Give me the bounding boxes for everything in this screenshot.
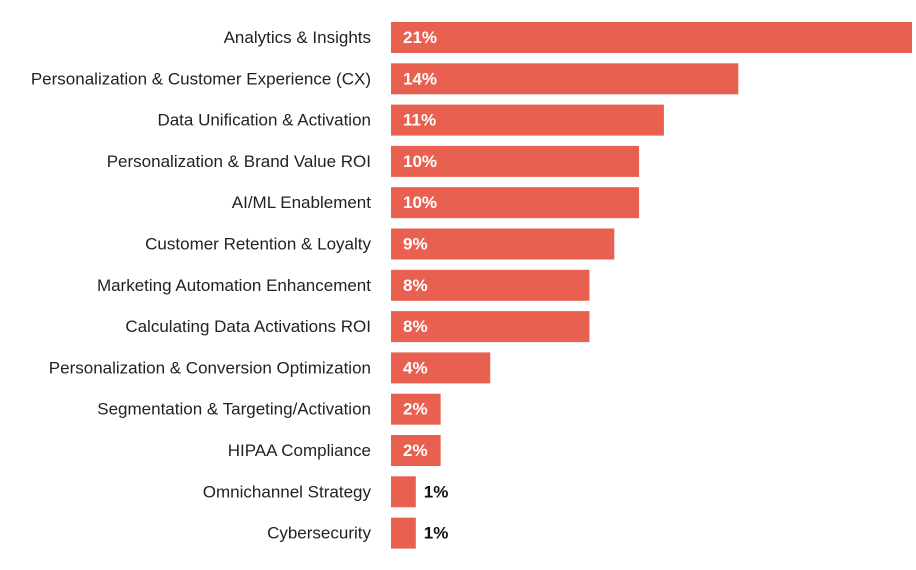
bar-row: Data Unification & Activation 11% [157, 104, 664, 136]
category-label: Omnichannel Strategy [203, 482, 372, 501]
value-label: 2% [403, 400, 428, 419]
plot-area: Analytics & Insights 21% Personalization &… [31, 22, 912, 549]
category-label: Personalization & Customer Experience (C… [31, 69, 371, 88]
bar [391, 311, 590, 343]
value-label: 8% [403, 276, 428, 295]
bar-row: Segmentation & Targeting/Activation 2% [97, 393, 441, 425]
bar-row: Omnichannel Strategy 1% [203, 476, 449, 508]
bar-row: Analytics & Insights 21% [224, 22, 912, 53]
value-label: 2% [403, 441, 428, 460]
bar-row: Personalization & Customer Experience (C… [31, 63, 739, 95]
category-label: Data Unification & Activation [157, 111, 371, 130]
bar [391, 393, 441, 425]
value-label: 10% [403, 152, 437, 171]
bar [391, 352, 491, 384]
bar [391, 435, 441, 466]
bar-row: AI/ML Enablement 10% [232, 187, 640, 219]
category-label: Cybersecurity [267, 524, 371, 543]
bar [391, 104, 664, 136]
value-label: 21% [403, 28, 437, 47]
bar-row: Marketing Automation Enhancement 8% [97, 269, 590, 301]
category-label: Segmentation & Targeting/Activation [97, 400, 371, 419]
value-label: 10% [403, 193, 437, 212]
bar [391, 269, 590, 301]
value-label: 8% [403, 317, 428, 336]
bar-row: Personalization & Conversion Optimizatio… [49, 352, 491, 384]
bar-row: Calculating Data Activations ROI 8% [125, 311, 590, 343]
category-label: Calculating Data Activations ROI [125, 317, 371, 336]
bar [391, 187, 640, 219]
bar [391, 145, 640, 177]
bar-row: Cybersecurity 1% [267, 517, 449, 549]
bar-row: HIPAA Compliance 2% [228, 435, 441, 466]
category-label: Personalization & Brand Value ROI [107, 152, 371, 171]
category-label: HIPAA Compliance [228, 441, 371, 460]
value-label: 11% [403, 111, 436, 130]
category-label: Analytics & Insights [224, 28, 371, 47]
value-label: 1% [424, 524, 449, 543]
value-label: 9% [403, 235, 428, 254]
value-label: 14% [403, 69, 437, 88]
value-label: 4% [403, 358, 428, 377]
category-label: AI/ML Enablement [232, 193, 371, 212]
bar [391, 63, 739, 95]
category-label: Personalization & Conversion Optimizatio… [49, 358, 371, 377]
bar [391, 228, 615, 260]
category-label: Marketing Automation Enhancement [97, 276, 371, 295]
category-label: Customer Retention & Loyalty [145, 235, 371, 254]
bar [391, 22, 912, 53]
value-label: 1% [424, 482, 449, 501]
bar-row: Customer Retention & Loyalty 9% [145, 228, 615, 260]
bar-row: Personalization & Brand Value ROI 10% [107, 145, 640, 177]
bar [391, 517, 416, 549]
bar [391, 476, 416, 508]
